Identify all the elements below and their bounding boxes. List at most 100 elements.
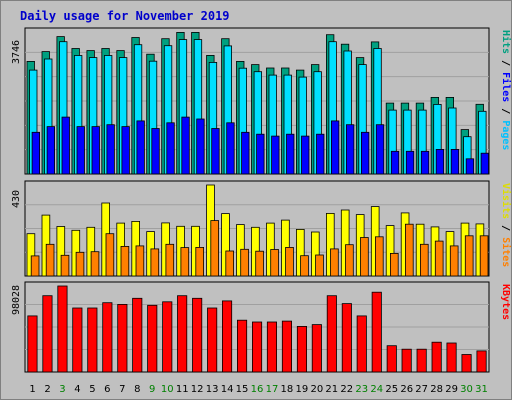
bar-sites-day-26 [404, 223, 414, 277]
chart-panel-1: 430 Visits / Sites [11, 180, 512, 277]
bar-kbytes-day-18 [281, 320, 292, 373]
legend-visits: Visits [500, 183, 512, 219]
bar-pages-day-16 [256, 133, 265, 175]
bar-pages-day-10 [166, 122, 175, 175]
bar-sites-day-1 [30, 255, 40, 277]
bars [26, 184, 489, 277]
bar-sites-day-28 [434, 240, 444, 277]
bar-kbytes-day-6 [102, 302, 113, 373]
bar-sites-day-11 [180, 247, 190, 277]
bar-kbytes-day-17 [266, 321, 277, 373]
x-tick-label-13: 13 [206, 384, 219, 395]
bar-kbytes-day-31 [476, 350, 487, 373]
bar-pages-day-8 [136, 120, 145, 175]
chart-title: Daily usage for November 2019 [20, 9, 230, 23]
bar-kbytes-day-4 [72, 307, 83, 373]
legend-sites: Sites [500, 237, 512, 267]
x-tick-label-3: 3 [59, 384, 65, 395]
legend-files: Files [500, 72, 512, 102]
bar-sites-day-7 [120, 245, 130, 277]
bar-pages-day-23 [360, 131, 370, 175]
legend-hits: Hits [500, 30, 512, 54]
series-legend: Hits / Files / Pages [500, 30, 512, 150]
legend-kbytes: KBytes [500, 284, 511, 320]
bar-sites-day-4 [75, 251, 85, 277]
legend-separator: / [500, 219, 511, 237]
bar-pages-day-24 [375, 124, 385, 175]
x-tick-label-27: 27 [415, 384, 428, 395]
bar-pages-day-30 [465, 158, 475, 175]
bar-pages-day-31 [480, 152, 490, 175]
bar-kbytes-day-24 [371, 291, 382, 373]
x-tick-label-6: 6 [104, 384, 110, 395]
bar-pages-day-11 [181, 116, 190, 175]
bar-pages-day-22 [345, 124, 355, 175]
bar-sites-day-29 [449, 245, 459, 277]
chart-panel-2: 98028 KBytes [11, 281, 511, 373]
bar-pages-day-20 [316, 133, 325, 175]
bar-kbytes-day-14 [221, 300, 233, 373]
bar-sites-day-24 [374, 236, 384, 277]
bar-pages-day-13 [211, 128, 220, 175]
legend-separator: / [500, 54, 511, 72]
bar-sites-day-25 [389, 252, 399, 277]
x-tick-label-16: 16 [251, 384, 264, 395]
x-tick-label-20: 20 [311, 384, 324, 395]
bar-pages-day-7 [121, 126, 130, 175]
bar-sites-day-18 [285, 246, 294, 277]
x-tick-label-12: 12 [191, 384, 204, 395]
bar-pages-day-26 [405, 150, 415, 175]
bar-pages-day-5 [91, 126, 100, 175]
x-tick-label-29: 29 [445, 384, 458, 395]
bar-kbytes-day-1 [27, 315, 38, 373]
bar-pages-day-15 [241, 131, 250, 175]
bar-sites-day-15 [240, 248, 249, 277]
bar-kbytes-day-2 [42, 295, 53, 373]
bar-sites-day-16 [255, 250, 264, 277]
bar-sites-day-23 [360, 237, 369, 277]
bar-kbytes-day-22 [341, 303, 352, 373]
x-tick-label-26: 26 [400, 384, 413, 395]
bar-pages-day-2 [46, 126, 55, 175]
bar-pages-day-1 [31, 131, 40, 175]
x-tick-label-24: 24 [370, 384, 383, 395]
x-tick-label-10: 10 [161, 384, 174, 395]
y-max-label: 3746 [11, 40, 22, 64]
bar-sites-day-5 [90, 251, 100, 277]
bar-sites-day-19 [300, 255, 309, 277]
bar-kbytes-day-20 [311, 324, 322, 373]
bar-sites-day-9 [150, 248, 160, 277]
x-tick-label-21: 21 [325, 384, 338, 395]
x-tick-label-9: 9 [149, 384, 155, 395]
bar-pages-day-19 [301, 135, 310, 175]
bar-sites-day-21 [330, 248, 339, 277]
bar-kbytes-day-12 [192, 297, 203, 373]
bar-sites-day-31 [479, 235, 489, 277]
bar-pages-day-17 [271, 135, 280, 175]
x-tick-label-11: 11 [176, 384, 189, 395]
bar-kbytes-day-19 [296, 325, 307, 373]
bar-kbytes-day-29 [446, 342, 457, 373]
bar-sites-day-6 [105, 233, 115, 277]
bar-pages-day-9 [151, 128, 160, 175]
x-tick-label-23: 23 [355, 384, 368, 395]
bar-pages-day-6 [106, 124, 115, 175]
bar-pages-day-4 [76, 126, 85, 175]
x-tick-label-31: 31 [475, 384, 488, 395]
bar-pages-day-28 [435, 148, 445, 175]
x-tick-label-30: 30 [460, 384, 473, 395]
bar-sites-day-10 [165, 243, 175, 277]
bar-kbytes-day-3 [57, 285, 68, 373]
bar-pages-day-3 [61, 116, 70, 175]
bar-sites-day-20 [315, 254, 324, 277]
series-legend: Visits / Sites [500, 183, 512, 267]
y-max-label: 430 [11, 190, 22, 208]
x-tick-label-15: 15 [236, 384, 249, 395]
bar-pages-day-18 [286, 133, 295, 175]
bar-kbytes-day-16 [251, 321, 263, 373]
x-tick-label-1: 1 [29, 384, 35, 395]
bar-sites-day-17 [270, 249, 279, 277]
bar-sites-day-2 [45, 243, 55, 277]
bar-pages-day-27 [420, 150, 430, 175]
bar-kbytes-day-26 [401, 348, 412, 373]
